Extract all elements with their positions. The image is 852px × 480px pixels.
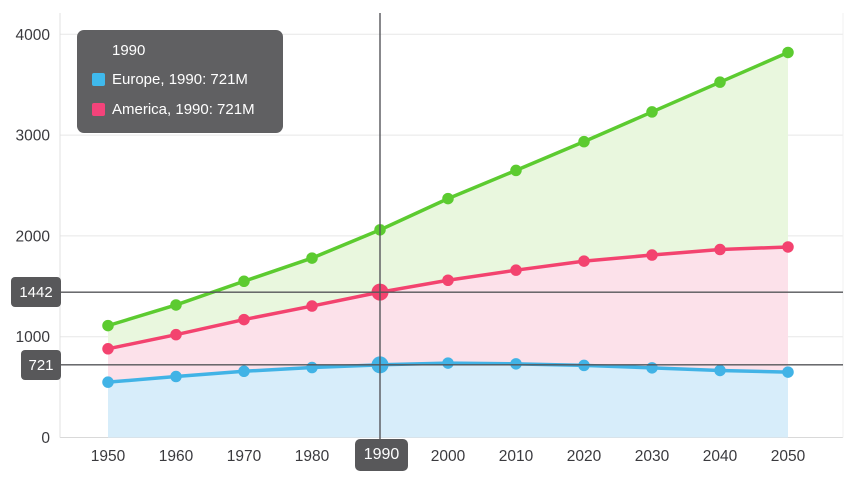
y-axis-label-2000: 2000	[16, 228, 51, 245]
point-europe-1950[interactable]	[102, 376, 114, 388]
tooltip-row-america: America, 1990: 721M	[77, 94, 283, 124]
x-crosshair-label-1990: 1990	[355, 439, 408, 471]
x-axis-label-1980: 1980	[295, 448, 330, 465]
x-axis-label-2000: 2000	[431, 448, 466, 465]
point-series3-2020[interactable]	[578, 135, 590, 148]
area-europe	[108, 363, 788, 438]
point-america-2000[interactable]	[442, 274, 454, 287]
point-series3-1950[interactable]	[102, 319, 114, 332]
x-axis-label-2010: 2010	[499, 448, 534, 465]
point-europe-2030[interactable]	[646, 362, 658, 374]
y-axis-label-1000: 1000	[16, 329, 51, 346]
point-america-1950[interactable]	[102, 343, 114, 355]
y-axis-label-3000: 3000	[16, 128, 51, 145]
area-america	[108, 246, 788, 383]
point-america-1970[interactable]	[238, 313, 250, 326]
x-axis-label-1950: 1950	[91, 448, 126, 465]
point-europe-1960[interactable]	[170, 370, 182, 383]
point-america-2050[interactable]	[782, 241, 794, 253]
point-series3-2050[interactable]	[782, 46, 794, 59]
tooltip-row-text: America, 1990: 721M	[112, 100, 255, 118]
x-axis-label-1960: 1960	[159, 448, 194, 465]
point-america-1980[interactable]	[306, 300, 318, 312]
tooltip-series-swatch-icon	[92, 72, 105, 86]
tooltip-series-swatch-icon	[92, 102, 105, 116]
point-series3-1970[interactable]	[238, 275, 250, 288]
point-america-2030[interactable]	[646, 249, 658, 261]
point-series3-2000[interactable]	[442, 192, 454, 205]
point-america-2040[interactable]	[714, 243, 726, 256]
tooltip-rows: Europe, 1990: 721M America, 1990: 721M	[77, 64, 283, 124]
tooltip-row-europe: Europe, 1990: 721M	[77, 64, 283, 94]
point-europe-2050[interactable]	[782, 366, 794, 378]
y-crosshair-label-1442: 1442	[11, 277, 61, 307]
y-axis-label-0: 0	[41, 430, 50, 447]
x-axis-label-2030: 2030	[635, 448, 670, 465]
point-europe-2010[interactable]	[510, 358, 522, 370]
point-series3-1980[interactable]	[306, 252, 318, 264]
x-axis-label-2040: 2040	[703, 448, 738, 465]
x-axis-label-2050: 2050	[771, 448, 806, 465]
tooltip-row-text: Europe, 1990: 721M	[112, 70, 248, 88]
y-crosshair-label-721: 721	[21, 350, 61, 380]
x-axis-label-2020: 2020	[567, 448, 602, 465]
point-series3-2040[interactable]	[714, 76, 726, 88]
point-europe-2040[interactable]	[714, 364, 726, 377]
point-europe-1970[interactable]	[238, 365, 250, 378]
point-america-2010[interactable]	[510, 264, 522, 276]
point-series3-2030[interactable]	[646, 106, 658, 118]
point-america-1960[interactable]	[170, 328, 182, 341]
point-europe-1980[interactable]	[306, 361, 318, 374]
point-europe-2000[interactable]	[442, 357, 454, 369]
point-series3-2010[interactable]	[510, 164, 522, 177]
tooltip-title: 1990	[112, 42, 146, 59]
y-axis-label-4000: 4000	[16, 27, 51, 44]
x-axis-label-1970: 1970	[227, 448, 262, 465]
point-series3-1960[interactable]	[170, 299, 182, 311]
chart-tooltip: 1990 Europe, 1990: 721M America, 1990: 72…	[77, 30, 283, 133]
point-america-2020[interactable]	[578, 255, 590, 267]
